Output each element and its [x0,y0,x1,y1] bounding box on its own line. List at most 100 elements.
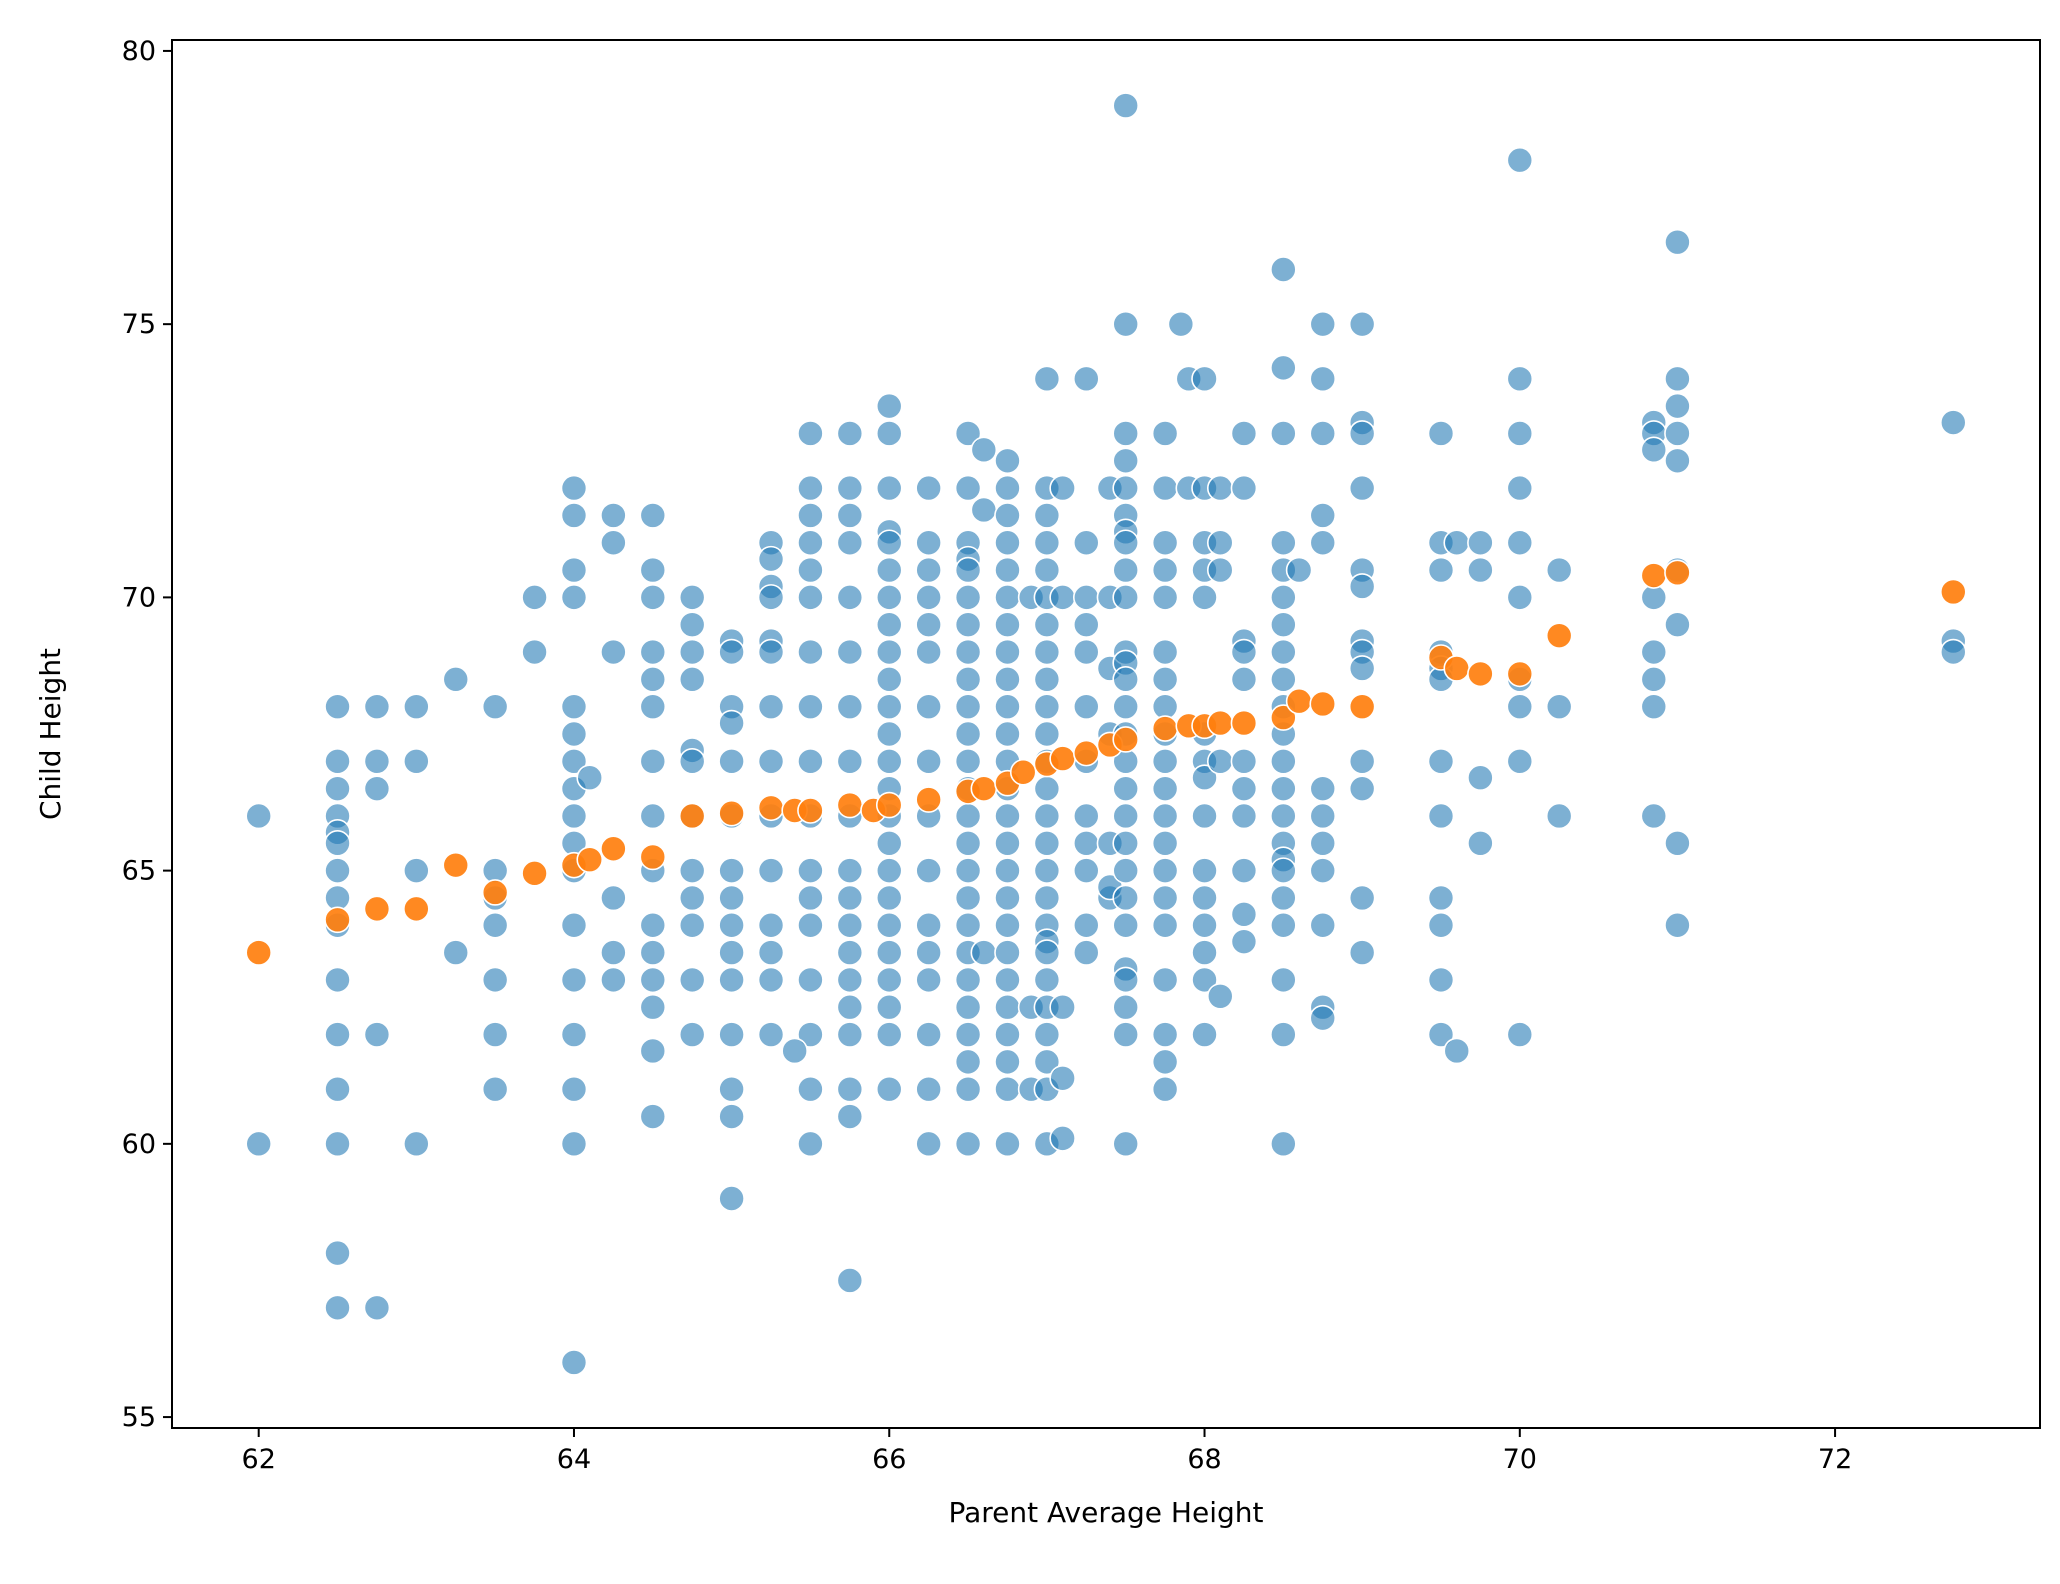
observed-point [718,1103,745,1130]
observed-point [994,1048,1021,1076]
observed-point [1309,529,1337,557]
observed-point [1230,901,1258,928]
observed-point [797,1130,824,1158]
observed-point [639,939,667,966]
predicted-point [1640,562,1668,589]
observed-point [639,693,667,720]
predicted-points-layer [245,559,1967,966]
observed-point [1348,939,1376,966]
observed-point [915,474,942,502]
observed-point [718,1185,745,1212]
observed-point [363,1021,391,1048]
observed-point [797,529,824,557]
observed-point [403,693,430,720]
observed-point [363,693,391,720]
observed-point [875,693,903,720]
observed-point [639,1037,667,1065]
y-tick-label: 75 [122,309,156,340]
y-tick-label: 80 [122,36,156,67]
observed-point [600,502,627,529]
observed-point [1033,829,1061,857]
observed-point [1506,529,1534,557]
observed-point [678,911,706,939]
observed-point [1112,966,1140,994]
observed-point [875,966,903,994]
observed-point [1230,802,1258,830]
observed-point [324,857,351,884]
observed-point [1151,857,1179,884]
observed-point [1309,310,1337,338]
observed-point [1206,748,1234,775]
observed-point [1270,802,1297,830]
observed-point [836,1021,864,1048]
observed-point [1191,764,1218,792]
observed-point [324,748,351,775]
observed-point [875,720,903,748]
observed-point [1545,556,1573,584]
observed-point [324,1075,351,1103]
observed-point [994,638,1021,666]
observed-point [875,911,903,939]
observed-point [1112,802,1140,830]
predicted-point [875,791,903,819]
observed-point [1151,775,1179,802]
observed-point [560,693,588,720]
observed-point [954,1075,982,1103]
observed-point [1112,829,1140,857]
observed-point [1427,420,1455,447]
observed-point [1033,775,1061,802]
observed-point [1072,529,1100,557]
observed-point [1191,911,1218,939]
observed-point [560,911,588,939]
observed-point [1206,474,1234,502]
observed-point [639,1103,667,1130]
observed-point [481,966,509,994]
observed-point [875,884,903,912]
observed-point [915,1021,942,1048]
observed-point [1033,529,1061,557]
observed-point [875,556,903,584]
observed-point [954,802,982,830]
observed-point [1506,584,1534,611]
observed-point [915,748,942,775]
observed-point [678,966,706,994]
observed-point [757,1021,785,1048]
observed-point [915,939,942,966]
observed-point [600,529,627,557]
predicted-point [970,775,998,802]
observed-point [639,666,667,693]
observed-point [994,802,1021,830]
observed-point [1033,884,1061,912]
observed-point [915,1130,942,1158]
observed-point [1072,829,1100,857]
observed-point [1427,748,1455,775]
observed-point [363,1294,391,1322]
x-tick-label: 70 [1503,1444,1537,1475]
observed-point [1664,611,1691,639]
observed-point [1167,310,1195,338]
observed-point [1467,829,1494,857]
predicted-point [1939,578,1967,606]
predicted-point [1348,693,1376,720]
observed-point [1664,365,1691,393]
observed-point [600,638,627,666]
observed-point [1072,611,1100,639]
observed-point [954,666,982,693]
observed-point [1151,911,1179,939]
observed-point [836,939,864,966]
observed-point [521,638,548,666]
observed-point [1270,857,1297,884]
observed-point [954,884,982,912]
predicted-point [600,835,627,863]
y-tick-label: 70 [122,582,156,613]
observed-point [954,611,982,639]
observed-point [994,529,1021,557]
observed-point [875,857,903,884]
observed-point [639,502,667,529]
predicted-point [1285,687,1313,715]
observed-point [954,638,982,666]
observed-point [994,993,1021,1021]
observed-point [1467,529,1494,557]
observed-point [797,556,824,584]
observed-point [403,1130,430,1158]
